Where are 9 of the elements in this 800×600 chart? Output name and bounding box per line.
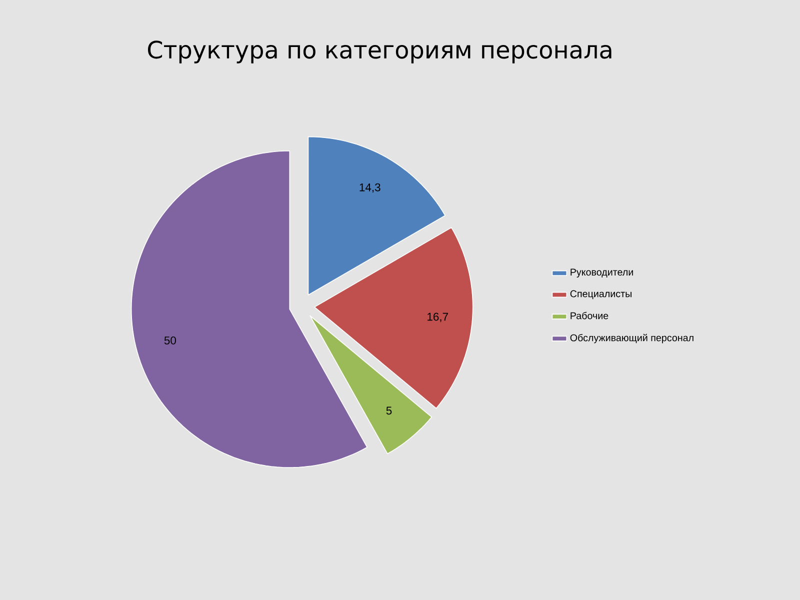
legend-label: Специалисты [570,290,632,300]
legend-label: Обслуживающий персонал [570,334,694,344]
legend-label: Руководители [570,268,633,278]
data-label: 50 [164,336,176,344]
chart-title: Структура по категориям персонала [148,40,612,64]
data-label: 16,7 [428,312,448,322]
data-label: 14,3 [360,183,380,193]
legend-label: Рабочие [570,312,608,320]
data-label: 5 [386,406,392,415]
